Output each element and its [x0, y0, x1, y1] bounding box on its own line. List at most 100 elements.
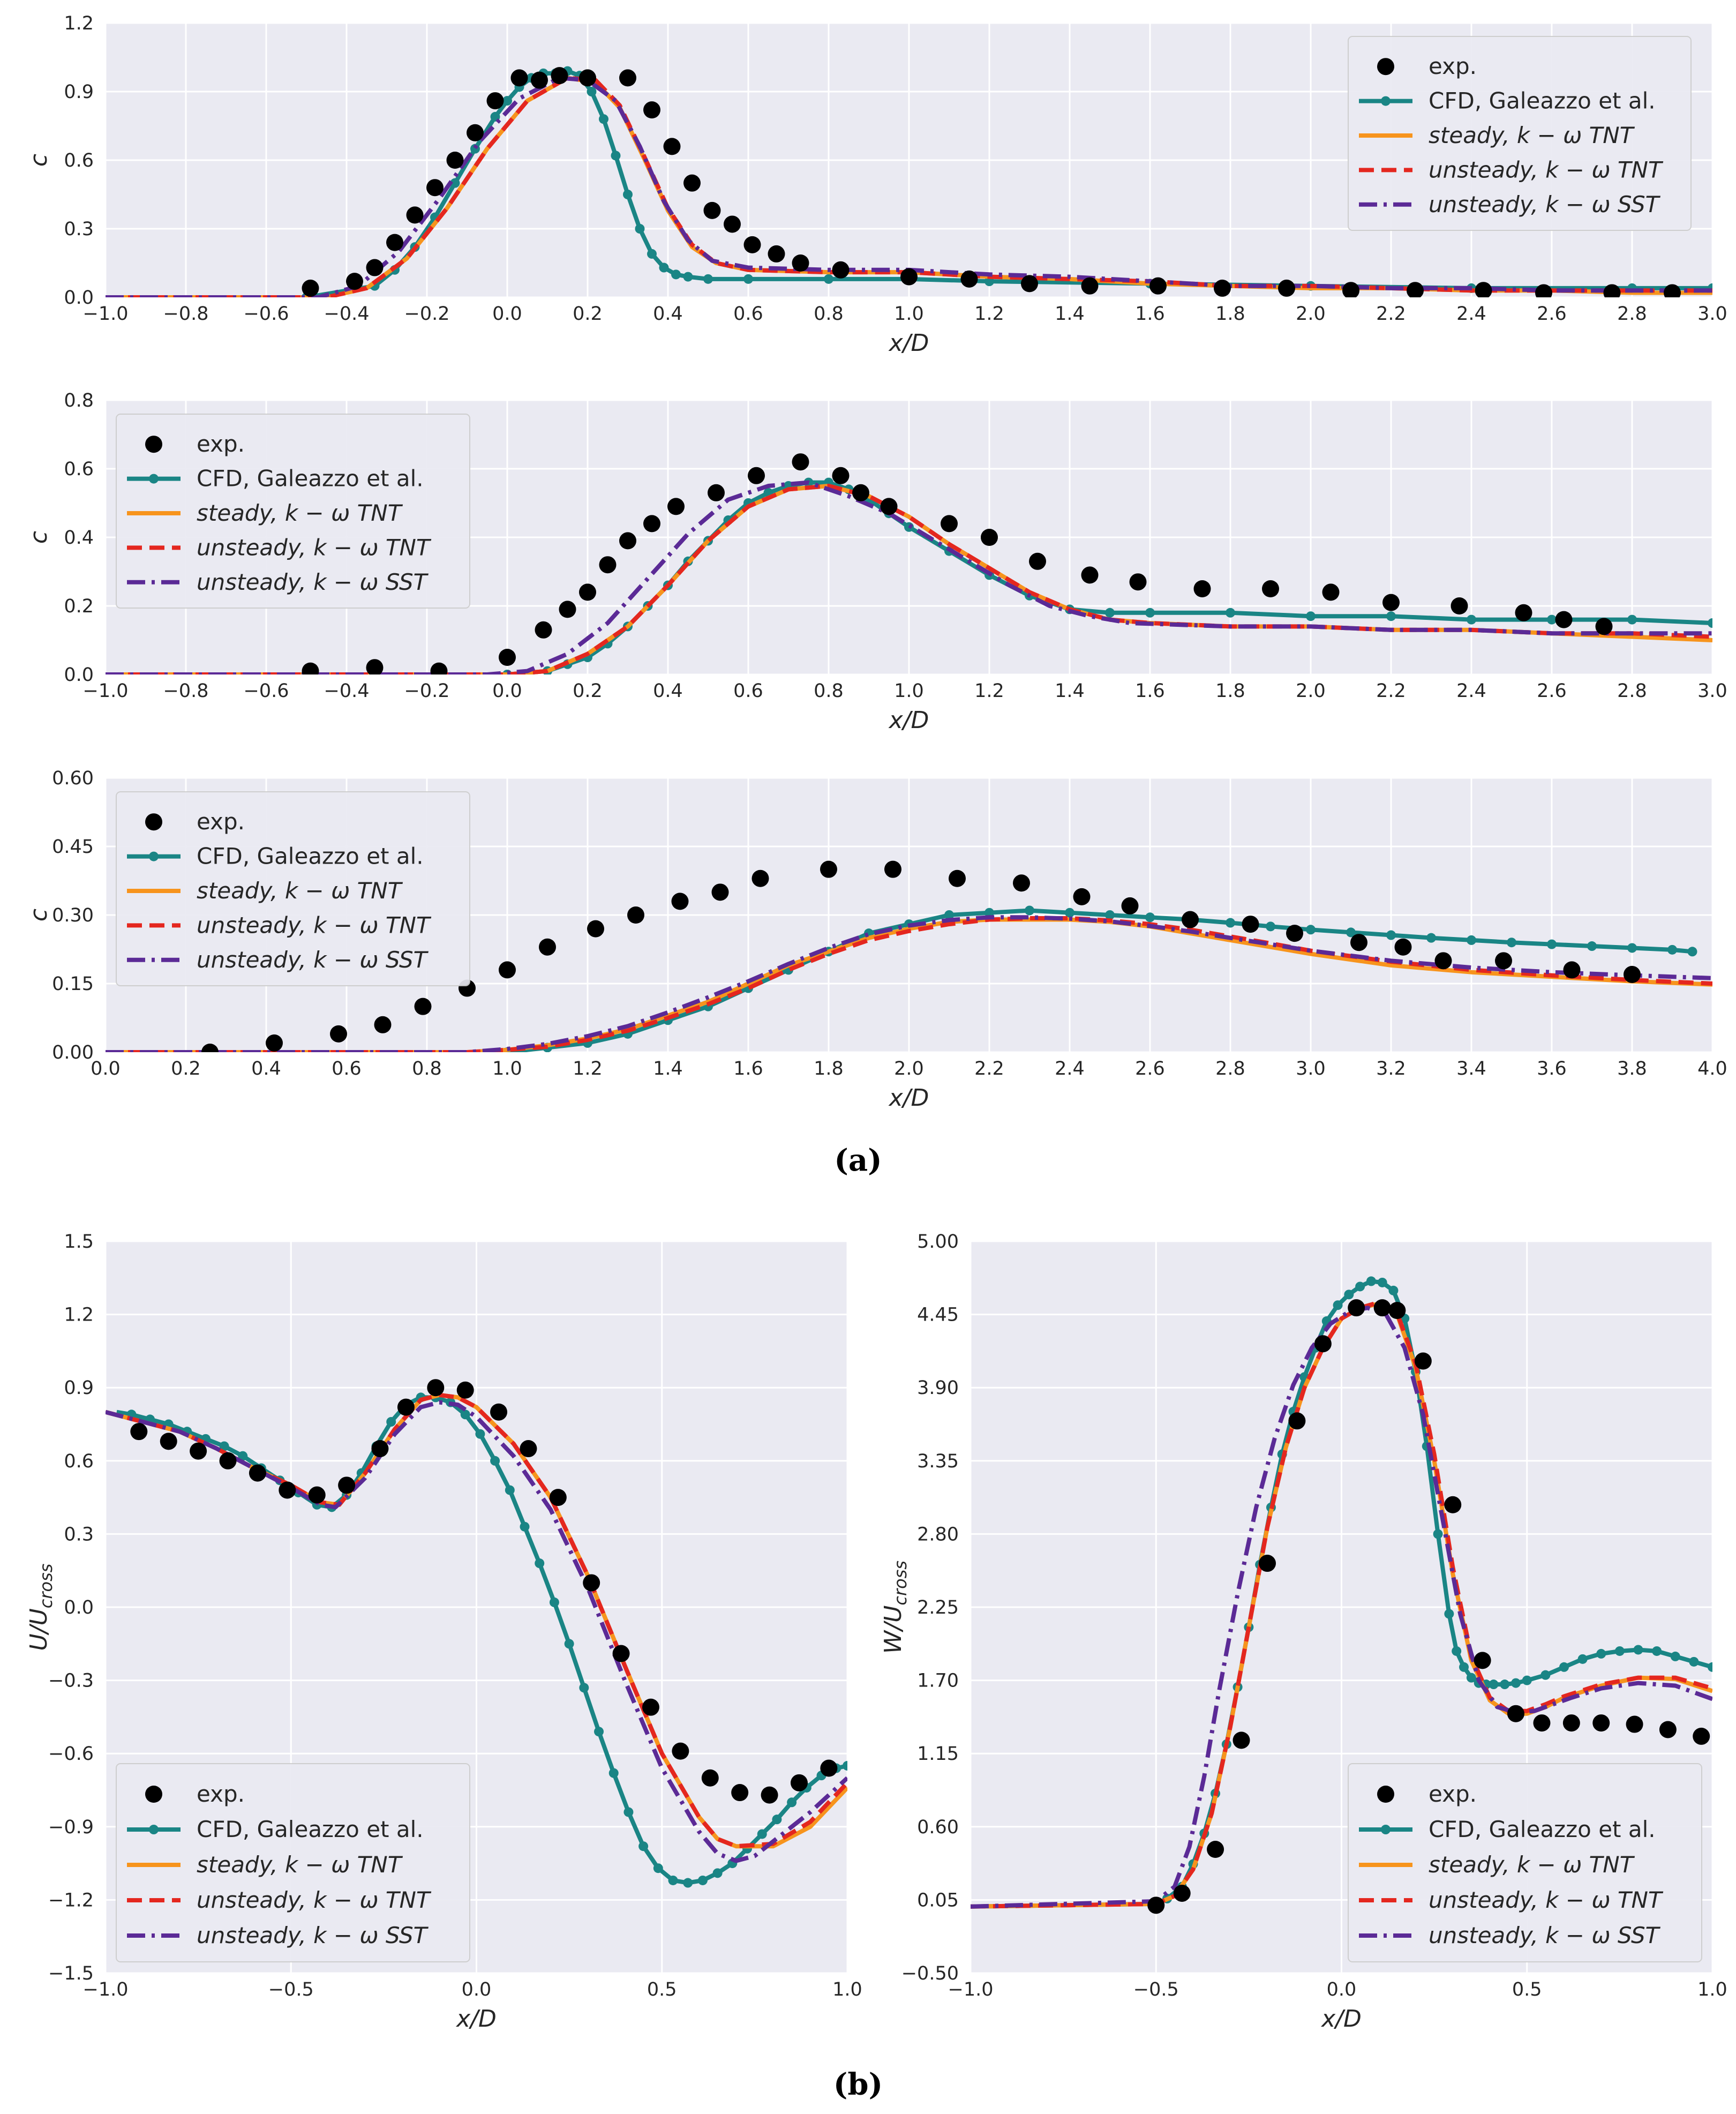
y-tick-label: −0.50: [901, 1963, 959, 1984]
y-tick-label: 0.00: [52, 1042, 94, 1063]
legend-label-unsteady-sst: unsteady, k − ω SST: [1429, 1922, 1661, 1948]
legend-marker-cfd: [149, 474, 159, 484]
series-cfd-point: [1578, 1654, 1588, 1664]
series-exp-point: [792, 453, 809, 470]
x-tick-label: 0.6: [733, 303, 763, 325]
y-tick-label: 1.2: [64, 13, 94, 34]
y-tick-label: 0.60: [52, 768, 94, 789]
y-tick-label: 0.3: [64, 219, 94, 240]
series-cfd-point: [671, 269, 681, 279]
x-tick-label: 1.0: [894, 680, 924, 702]
legend-label-unsteady-sst: unsteady, k − ω SST: [197, 947, 429, 973]
y-tick-label: 0.0: [64, 287, 94, 309]
series-exp-point: [551, 67, 568, 84]
series-exp-point: [683, 175, 701, 192]
series-cfd-point: [1559, 1662, 1569, 1672]
legend-label-exp: exp.: [197, 431, 245, 457]
legend: exp.CFD, Galeazzo et al.steady, k − ω TN…: [116, 414, 470, 608]
series-exp-point: [1592, 1714, 1610, 1731]
x-tick-label: 2.8: [1617, 303, 1647, 325]
x-tick-label: 0.4: [251, 1058, 281, 1080]
series-exp-point: [881, 498, 898, 515]
series-exp-point: [1435, 952, 1452, 969]
x-tick-label: −0.4: [324, 680, 370, 702]
series-exp-point: [366, 659, 384, 676]
series-cfd-point: [1688, 947, 1697, 956]
series-exp-point: [768, 245, 785, 263]
x-tick-label: 1.2: [974, 303, 1004, 325]
series-exp-point: [579, 69, 596, 86]
y-tick-label: 1.2: [64, 1305, 94, 1326]
series-exp-point: [1342, 282, 1359, 299]
y-tick-label: 0.3: [64, 1524, 94, 1545]
series-exp-point: [752, 870, 769, 887]
x-tick-label: −0.2: [404, 680, 450, 702]
series-exp-point: [220, 1452, 237, 1470]
legend-marker-exp: [145, 436, 162, 453]
x-tick-label: 0.0: [91, 1058, 121, 1080]
caption-a: (a): [834, 1143, 882, 1178]
series-exp-point: [1259, 1555, 1276, 1572]
x-tick-label: −0.8: [163, 680, 209, 702]
x-tick-label: 1.0: [492, 1058, 522, 1080]
series-exp-point: [520, 1440, 537, 1457]
x-tick-label: −0.5: [268, 1979, 314, 2000]
y-tick-label: −1.5: [48, 1963, 94, 1984]
y-tick-label: 0.60: [917, 1817, 959, 1838]
series-cfd-point: [647, 249, 657, 259]
series-cfd-point: [490, 1456, 500, 1466]
series-cfd-point: [1386, 931, 1396, 940]
series-exp-point: [1626, 1716, 1643, 1733]
x-tick-label: 2.8: [1215, 1058, 1245, 1080]
y-axis-label: c: [25, 531, 52, 544]
x-tick-label: −0.6: [244, 303, 289, 325]
y-axis-label-subscript: cross: [890, 1561, 911, 1606]
series-exp-point: [467, 124, 484, 141]
series-cfd-point: [1025, 905, 1034, 915]
series-exp-point: [1495, 952, 1512, 969]
series-exp-point: [702, 1770, 719, 1787]
series-exp-point: [1407, 282, 1424, 299]
x-tick-label: 4.0: [1697, 1058, 1727, 1080]
series-exp-point: [642, 1699, 659, 1716]
legend-label-cfd: CFD, Galeazzo et al.: [197, 843, 424, 869]
series-exp-point: [832, 261, 850, 279]
series-exp-point: [1207, 1841, 1224, 1858]
series-cfd-point: [502, 96, 512, 106]
series-cfd-point: [623, 190, 633, 199]
x-tick-label: −0.8: [163, 303, 209, 325]
x-tick-label: 2.8: [1617, 680, 1647, 702]
series-exp-point: [1382, 594, 1400, 611]
x-tick-label: 2.6: [1135, 1058, 1165, 1080]
y-tick-label: −0.3: [48, 1670, 94, 1692]
series-exp-point: [490, 1404, 507, 1421]
series-exp-point: [792, 254, 809, 272]
series-cfd-point: [824, 274, 833, 284]
chart-a2: −1.0 −0.8 −0.6 −0.4 −0.2 0.0 0.2 0.4 0.6 0.8 1.0 1.…: [25, 390, 1727, 734]
legend-marker-exp: [1377, 58, 1394, 75]
y-tick-label: 3.90: [917, 1377, 959, 1399]
series-exp-point: [1395, 939, 1412, 956]
legend-label-exp: exp.: [1429, 1781, 1477, 1807]
series-exp-point: [457, 1382, 474, 1399]
chart-b2: −1.0 −0.5 0.0 0.5 1.0−0.500.050.601.151.702.…: [880, 1231, 1727, 2033]
series-exp-point: [731, 1784, 748, 1801]
series-cfd-point: [579, 1683, 589, 1692]
x-tick-label: 1.4: [653, 1058, 683, 1080]
series-cfd-point: [668, 1876, 678, 1885]
series-cfd-point: [1547, 940, 1557, 949]
series-exp-point: [852, 484, 869, 501]
legend-label-unsteady-tnt: unsteady, k − ω TNT: [1429, 1887, 1664, 1913]
y-tick-label: 1.70: [917, 1670, 959, 1692]
legend-label-cfd: CFD, Galeazzo et al.: [197, 1816, 424, 1842]
series-exp-point: [1507, 1705, 1524, 1722]
x-tick-label: 0.0: [492, 680, 522, 702]
y-tick-label: 5.00: [917, 1231, 959, 1253]
legend-label-unsteady-tnt: unsteady, k − ω TNT: [197, 912, 432, 938]
series-exp-point: [791, 1774, 808, 1791]
chart-a3: 0.0 0.2 0.4 0.6 0.8 1.0 1.2 1.4 1.6 1.8 2.0 2.2 2.4 2…: [25, 768, 1727, 1112]
series-exp-point: [1286, 925, 1303, 942]
series-exp-point: [1194, 580, 1211, 597]
series-cfd-point: [1689, 1657, 1699, 1667]
x-tick-label: −0.2: [404, 303, 450, 325]
